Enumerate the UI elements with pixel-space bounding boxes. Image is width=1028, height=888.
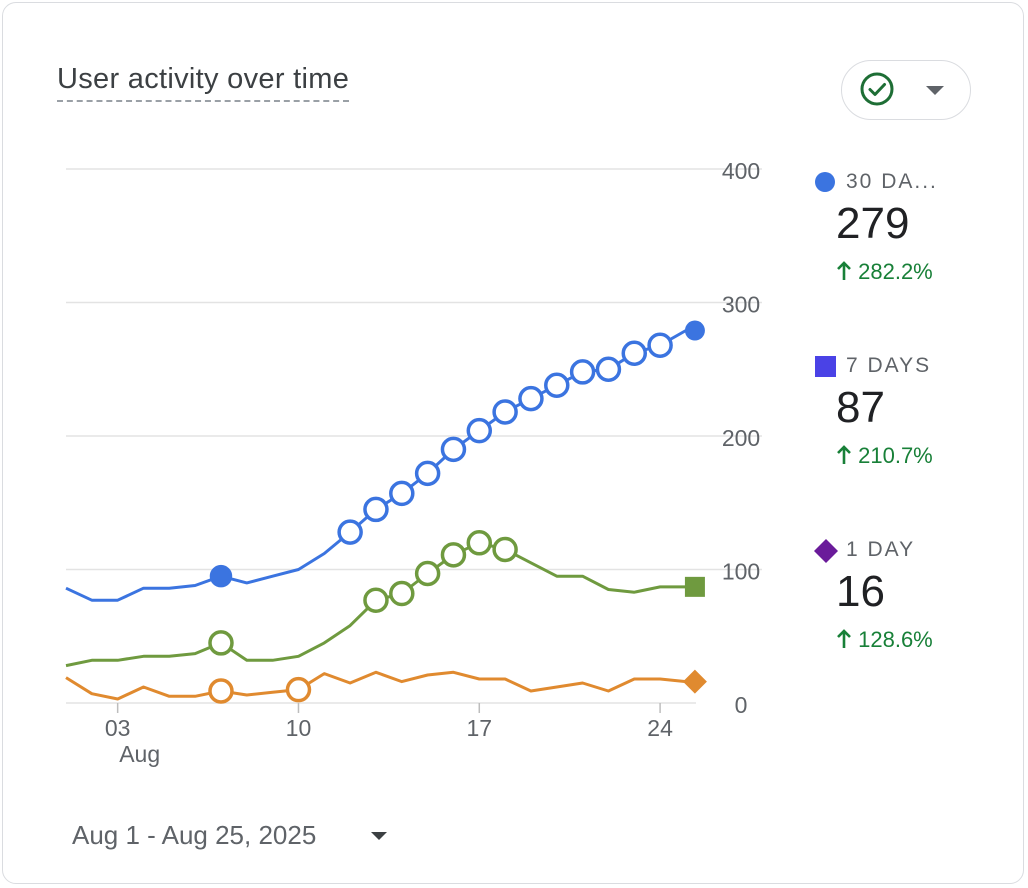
diamond-marker-icon xyxy=(814,539,838,563)
status-dropdown-button[interactable] xyxy=(841,60,971,120)
data-point xyxy=(647,332,673,358)
data-point xyxy=(492,536,518,563)
caret-down-icon xyxy=(926,86,944,95)
data-point xyxy=(285,676,312,703)
y-tick-label: 0 xyxy=(735,692,748,718)
legend-value: 279 xyxy=(836,199,910,248)
y-tick-label: 300 xyxy=(722,292,760,318)
chevron-down-icon[interactable] xyxy=(371,832,387,840)
end-marker-square xyxy=(684,576,705,597)
data-point xyxy=(466,417,493,444)
legend-change: 210.7% xyxy=(836,443,933,469)
data-point xyxy=(389,580,415,607)
data-point xyxy=(363,496,389,523)
data-point xyxy=(595,356,622,382)
data-point xyxy=(492,399,518,425)
series-line-1-day xyxy=(65,670,687,701)
check-circle-icon xyxy=(860,72,894,106)
data-point xyxy=(466,530,493,556)
legend-change: 282.2% xyxy=(836,259,933,285)
arrow-up-icon xyxy=(837,629,851,648)
data-point xyxy=(440,436,467,463)
legend-change: 128.6% xyxy=(836,627,933,653)
circle-marker-icon xyxy=(815,172,835,192)
square-marker-icon xyxy=(815,356,836,377)
data-point xyxy=(621,340,648,366)
legend-label: 7 DAYS xyxy=(846,354,932,377)
data-point xyxy=(569,359,596,385)
data-point xyxy=(414,560,441,587)
legend-value: 16 xyxy=(836,567,885,616)
y-tick-label: 400 xyxy=(722,158,760,184)
legend-value: 87 xyxy=(836,383,885,432)
data-point xyxy=(363,587,389,613)
data-point xyxy=(544,372,570,399)
x-tick-label: 17 xyxy=(466,715,492,741)
x-tick-label: 03 xyxy=(105,715,131,741)
data-point xyxy=(440,542,467,568)
end-marker-circle xyxy=(684,320,705,341)
card-title[interactable]: User activity over time xyxy=(57,63,350,102)
legend-label: 30 DA... xyxy=(846,170,938,193)
date-range-selector[interactable]: Aug 1 - Aug 25, 2025 xyxy=(72,820,317,850)
arrow-up-icon xyxy=(837,445,851,464)
data-point xyxy=(208,630,234,656)
x-tick-sublabel: Aug xyxy=(119,741,160,767)
data-point xyxy=(414,460,441,487)
data-point xyxy=(208,678,234,704)
data-point xyxy=(337,519,363,545)
y-tick-label: 100 xyxy=(722,559,760,585)
data-point xyxy=(518,385,544,412)
y-tick-label: 200 xyxy=(722,425,760,451)
legend-label: 1 DAY xyxy=(846,538,916,561)
x-tick-label: 24 xyxy=(647,715,673,741)
arrow-up-icon xyxy=(837,261,851,280)
data-point xyxy=(389,480,415,507)
x-tick-label: 10 xyxy=(286,715,312,741)
data-point xyxy=(209,564,233,588)
end-marker-diamond xyxy=(682,669,707,694)
